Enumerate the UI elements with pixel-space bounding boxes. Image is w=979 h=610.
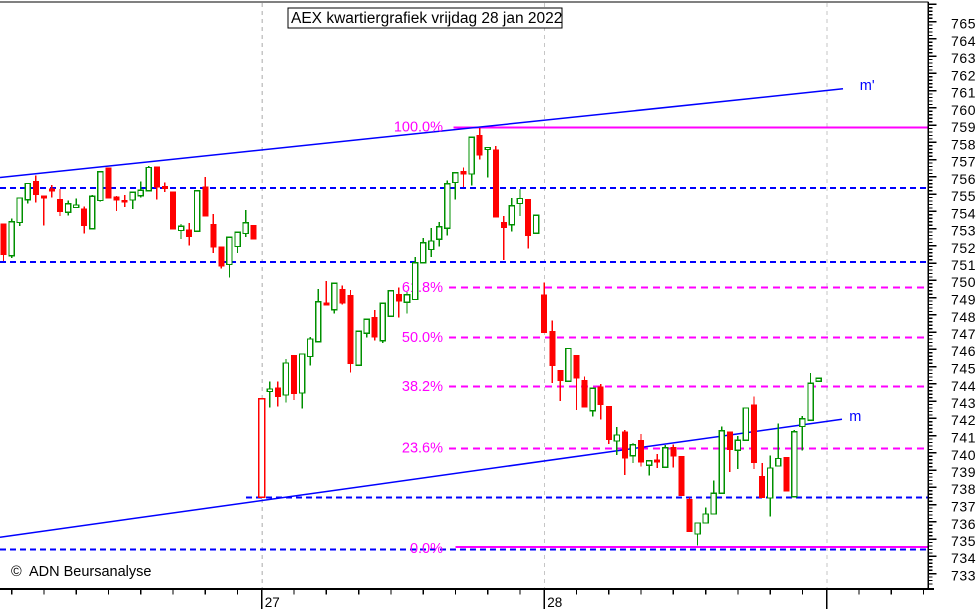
svg-text:749: 749 <box>951 292 976 308</box>
svg-text:746: 746 <box>951 343 976 359</box>
svg-text:© ADN Beursanalyse: © ADN Beursanalyse <box>11 564 151 580</box>
svg-text:734: 734 <box>951 550 976 566</box>
svg-text:m': m' <box>860 78 875 94</box>
svg-text:754: 754 <box>951 205 976 221</box>
svg-text:736: 736 <box>951 516 976 532</box>
svg-text:764: 764 <box>951 33 976 49</box>
svg-text:761: 761 <box>951 85 976 101</box>
svg-text:0.0%: 0.0% <box>410 541 443 557</box>
svg-text:738: 738 <box>951 481 976 497</box>
svg-text:61.8%: 61.8% <box>402 280 443 296</box>
svg-text:741: 741 <box>951 430 976 446</box>
svg-text:753: 753 <box>951 223 976 239</box>
svg-text:765: 765 <box>951 16 976 32</box>
svg-text:755: 755 <box>951 188 976 204</box>
svg-text:28: 28 <box>547 595 562 610</box>
svg-text:759: 759 <box>951 119 976 135</box>
svg-text:AEX kwartiergrafiek vrijdag 28: AEX kwartiergrafiek vrijdag 28 jan 2022 <box>291 10 562 27</box>
svg-text:740: 740 <box>951 447 976 463</box>
svg-text:27: 27 <box>265 595 280 610</box>
svg-text:756: 756 <box>951 171 976 187</box>
svg-text:m: m <box>849 409 861 425</box>
svg-text:735: 735 <box>951 533 976 549</box>
svg-text:38.2%: 38.2% <box>402 379 443 395</box>
svg-text:743: 743 <box>951 395 976 411</box>
svg-text:748: 748 <box>951 309 976 325</box>
svg-text:23.6%: 23.6% <box>402 441 443 457</box>
svg-text:760: 760 <box>951 102 976 118</box>
svg-text:757: 757 <box>951 154 976 170</box>
svg-text:50.0%: 50.0% <box>402 330 443 346</box>
svg-text:744: 744 <box>951 378 976 394</box>
svg-text:752: 752 <box>951 240 976 256</box>
svg-text:762: 762 <box>951 67 976 83</box>
svg-text:763: 763 <box>951 50 976 66</box>
svg-text:750: 750 <box>951 274 976 290</box>
svg-text:733: 733 <box>951 568 976 584</box>
svg-text:751: 751 <box>951 257 976 273</box>
svg-text:737: 737 <box>951 499 976 515</box>
svg-text:742: 742 <box>951 412 976 428</box>
svg-text:739: 739 <box>951 464 976 480</box>
svg-text:747: 747 <box>951 326 976 342</box>
svg-text:100.0%: 100.0% <box>394 120 443 136</box>
svg-text:758: 758 <box>951 136 976 152</box>
svg-text:745: 745 <box>951 361 976 377</box>
